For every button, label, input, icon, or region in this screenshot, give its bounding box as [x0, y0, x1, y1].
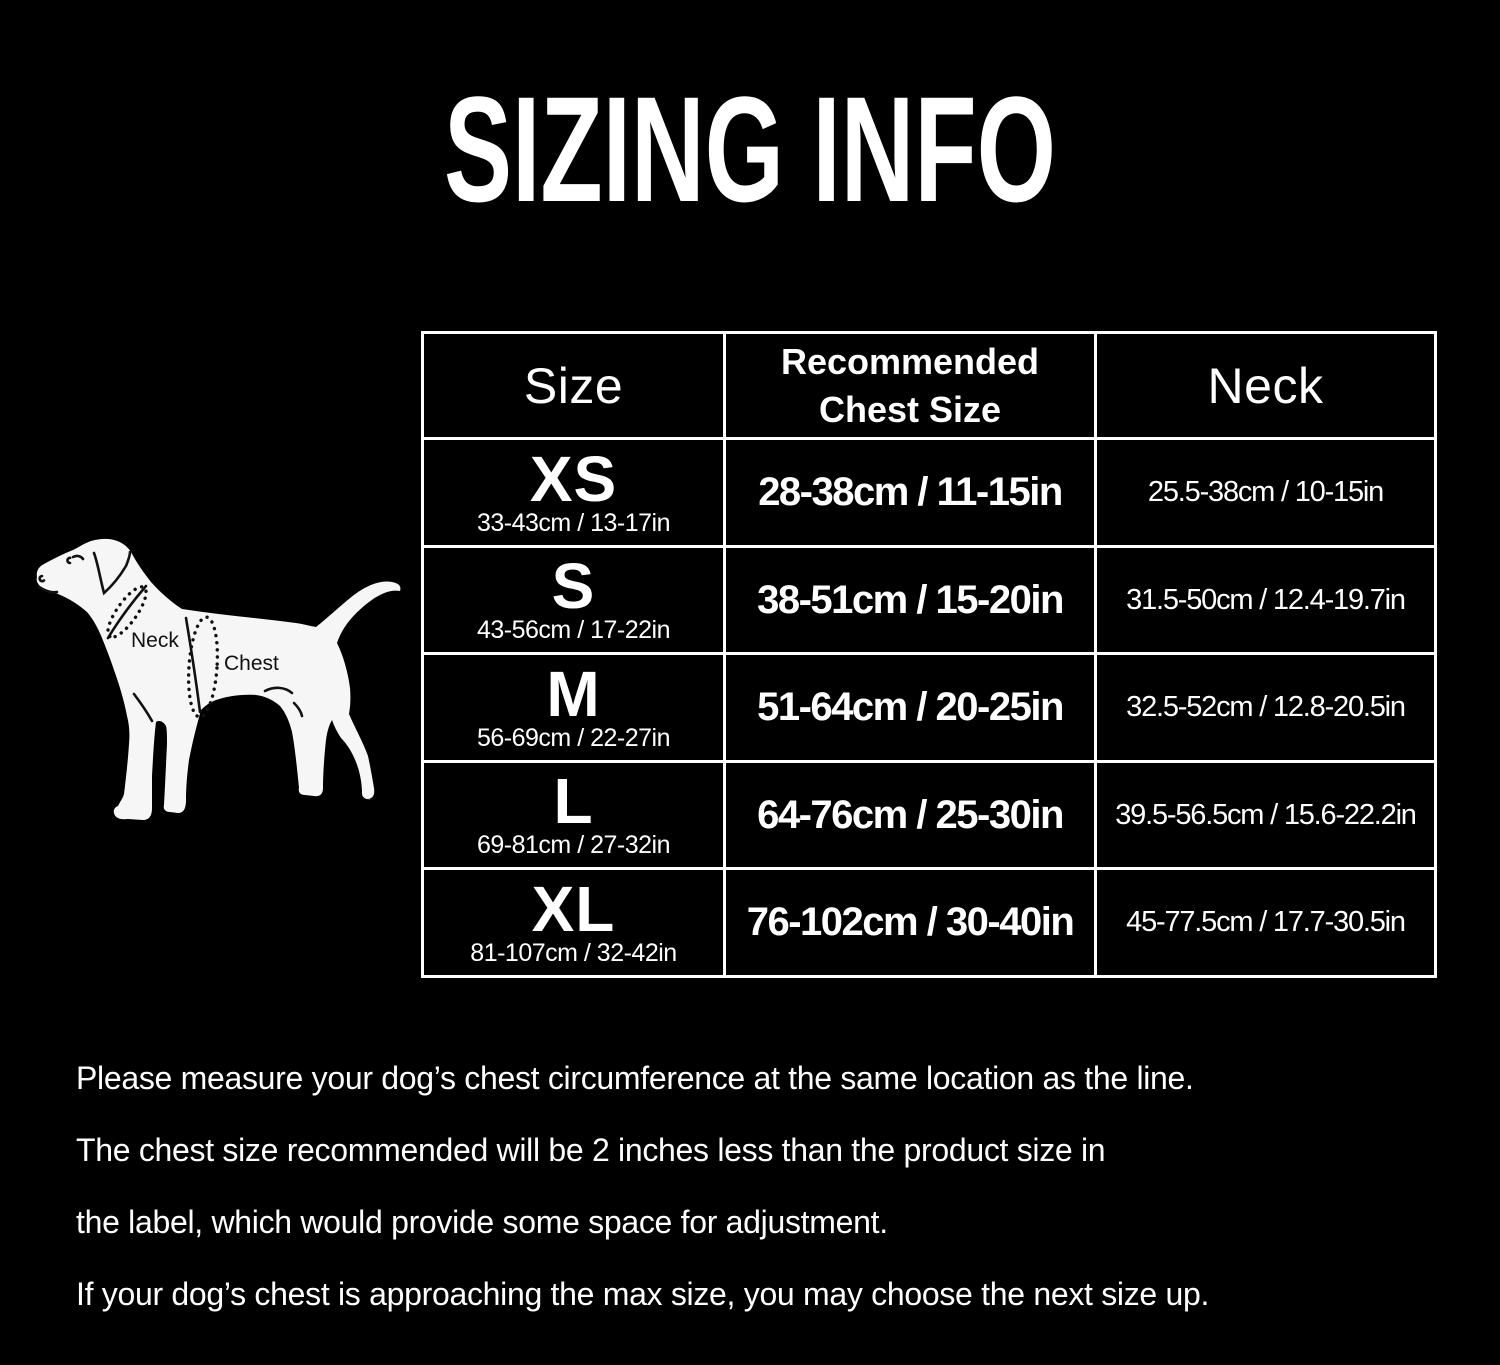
sizing-table: Size Recommended Chest Size Neck XS 33-4…: [421, 331, 1437, 978]
page-title: SIZING INFO: [444, 65, 1056, 233]
header-size: Size: [421, 331, 726, 440]
header-chest: Recommended Chest Size: [723, 331, 1097, 440]
chest-range: 51-64cm / 20-25in: [723, 652, 1097, 763]
dog-chest-contour-line: [184, 616, 202, 714]
size-range: 33-43cm / 13-17in: [476, 508, 671, 537]
chest-range: 38-51cm / 15-20in: [723, 545, 1097, 655]
neck-measure-dotted-band: [106, 585, 148, 639]
size-range: 69-81cm / 27-32in: [476, 831, 671, 859]
size-name: L: [553, 765, 594, 837]
note-line-3: the label, which would provide some spac…: [76, 1204, 888, 1240]
dog-silhouette-illustration: Neck Chest: [36, 538, 401, 820]
note-line-2: The chest size recommended will be 2 inc…: [76, 1132, 1106, 1168]
dog-ear-line: [92, 550, 132, 596]
dog-inner-thigh-line: [292, 701, 304, 718]
chest-label: Chest: [224, 652, 279, 675]
dog-eye-line: [66, 554, 85, 565]
dog-measurement-diagram: Neck Chest: [0, 500, 440, 840]
size-range: 43-56cm / 17-22in: [476, 616, 671, 644]
dog-body-shape: [36, 538, 401, 820]
neck-range: 45-77.5cm / 17.7-30.5in: [1094, 867, 1437, 978]
dog-neck-contour-line: [106, 584, 148, 640]
size-name: XS: [529, 442, 618, 515]
table-row-s: S 43-56cm / 17-22in 38-51cm / 15-20in 31…: [421, 545, 1437, 655]
dog-mouth-line: [37, 585, 59, 594]
size-name: M: [546, 657, 601, 730]
dog-lineart-details: [37, 550, 304, 723]
neck-range: 39.5-56.5cm / 15.6-22.2in: [1094, 760, 1437, 870]
dog-foreleg-line: [132, 692, 154, 723]
table-row-m: M 56-69cm / 22-27in 51-64cm / 20-25in 32…: [421, 652, 1437, 763]
chest-range: 28-38cm / 11-15in: [723, 437, 1097, 548]
neck-label: Neck: [131, 629, 179, 652]
table-row-xl: XL 81-107cm / 32-42in 76-102cm / 30-40in…: [421, 867, 1437, 978]
neck-range: 25.5-38cm / 10-15in: [1094, 437, 1437, 548]
chest-measure-dotted-band: [186, 615, 220, 719]
table-row-l: L 69-81cm / 27-32in 64-76cm / 25-30in 39…: [421, 760, 1437, 870]
size-range: 81-107cm / 32-42in: [470, 938, 677, 967]
neck-range: 32.5-52cm / 12.8-20.5in: [1094, 652, 1437, 763]
chest-range: 64-76cm / 25-30in: [723, 760, 1097, 870]
neck-range: 31.5-50cm / 12.4-19.7in: [1094, 545, 1437, 655]
note-line-1: Please measure your dog’s chest circumfe…: [76, 1060, 1194, 1096]
dog-nostril-line: [38, 574, 46, 583]
size-range: 56-69cm / 22-27in: [476, 723, 671, 752]
note-line-4: If your dog’s chest is approaching the m…: [76, 1276, 1210, 1312]
header-neck: Neck: [1094, 331, 1437, 440]
measurement-notes: Please measure your dog’s chest circumfe…: [76, 1042, 1446, 1330]
table-header-row: Size Recommended Chest Size Neck: [421, 331, 1437, 440]
dog-thigh-line: [263, 686, 294, 695]
size-name: XL: [531, 872, 616, 945]
chest-range: 76-102cm / 30-40in: [723, 867, 1097, 978]
size-name: S: [551, 550, 596, 622]
measuring-bands: [106, 585, 220, 719]
table-row-xs: XS 33-43cm / 13-17in 28-38cm / 11-15in 2…: [421, 437, 1437, 548]
